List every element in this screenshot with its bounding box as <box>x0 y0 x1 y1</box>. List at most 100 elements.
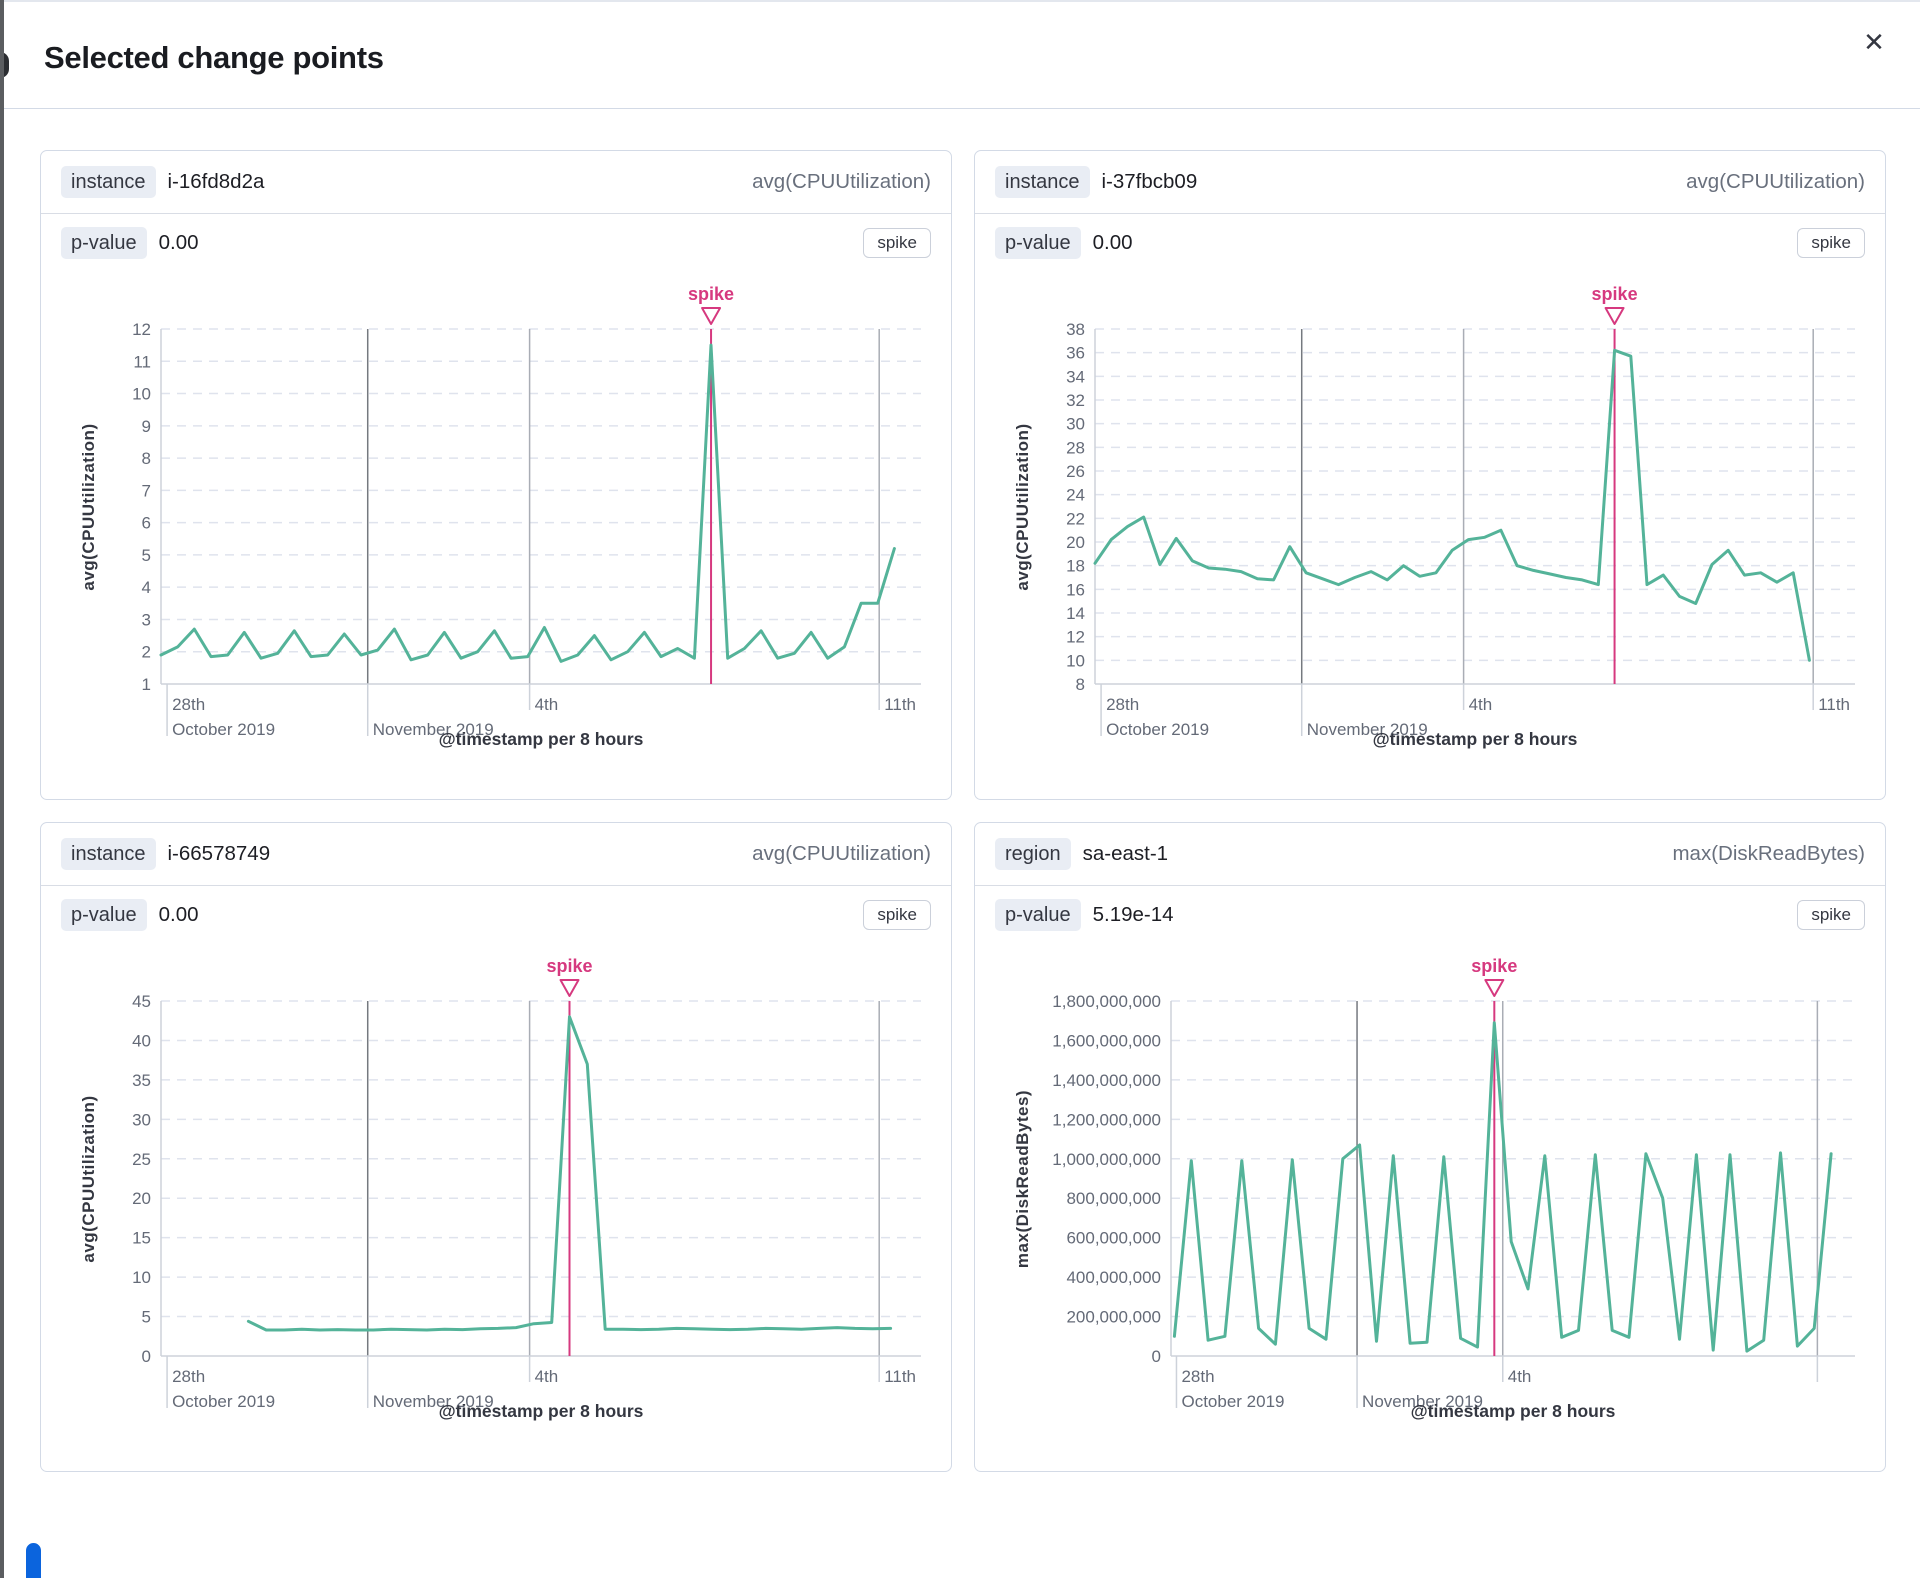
y-tick-label: 11 <box>133 352 151 371</box>
chart-area: avg(CPUUtilization) 0 5 10 15 20 25 30 35 40 45 28… <box>41 951 951 1451</box>
y-tick-label: 200,000,000 <box>1066 1308 1161 1327</box>
y-tick-label: 20 <box>1066 533 1085 552</box>
spike-annotation-label: spike <box>688 284 734 304</box>
card-header: instance i-37fbcb09 avg(CPUUtilization) <box>975 151 1885 214</box>
y-axis-title: avg(CPUUtilization) <box>79 1095 98 1263</box>
y-tick-label: 24 <box>1066 486 1085 505</box>
close-icon[interactable]: ✕ <box>1854 22 1894 62</box>
change-point-card: instance i-37fbcb09 avg(CPUUtilization) … <box>974 150 1886 800</box>
y-tick-label: 5 <box>142 546 151 565</box>
y-tick-label: 8 <box>1076 675 1085 694</box>
x-tick-label: 11th <box>884 695 916 714</box>
field-name-badge: instance <box>61 838 156 870</box>
change-point-card: region sa-east-1 max(DiskReadBytes) p-va… <box>974 822 1886 1472</box>
y-tick-label: 600,000,000 <box>1066 1229 1161 1248</box>
series-line <box>246 1015 893 1332</box>
y-tick-label: 25 <box>132 1150 151 1169</box>
series-line <box>1093 348 1811 662</box>
y-tick-label: 32 <box>1066 391 1085 410</box>
y-tick-label: 1,000,000,000 <box>1052 1150 1161 1169</box>
y-tick-label: 30 <box>132 1110 151 1129</box>
metric-label: avg(CPUUtilization) <box>752 842 931 865</box>
field-value: sa-east-1 <box>1082 842 1169 865</box>
x-tick-label: 28th <box>1106 695 1139 714</box>
flyout-header: Selected change points ✕ <box>0 2 1920 109</box>
x-tick-label: October 2019 <box>172 1392 275 1411</box>
y-tick-label: 14 <box>1066 604 1085 623</box>
x-tick-label: November 2019 <box>373 1392 494 1411</box>
metric-label: max(DiskReadBytes) <box>1672 842 1865 865</box>
x-tick-label: 4th <box>535 1367 559 1386</box>
pvalue-badge: p-value <box>995 227 1081 259</box>
background-icon-fragment <box>0 52 9 78</box>
pvalue-row: p-value 0.00 spike <box>41 886 951 937</box>
x-tick-label: 28th <box>1181 1367 1214 1386</box>
y-tick-label: 1,800,000,000 <box>1052 992 1161 1011</box>
card-header: instance i-66578749 avg(CPUUtilization) <box>41 823 951 886</box>
y-tick-label: 35 <box>132 1071 151 1090</box>
spike-marker-icon <box>701 307 722 325</box>
y-tick-label: 40 <box>132 1031 151 1050</box>
metric-label: avg(CPUUtilization) <box>752 170 931 193</box>
partial-primary-button[interactable] <box>26 1543 41 1578</box>
y-tick-label: 12 <box>1066 628 1085 647</box>
y-tick-label: 26 <box>1066 462 1085 481</box>
y-tick-label: 8 <box>142 449 151 468</box>
change-point-type-badge[interactable]: spike <box>863 228 931 258</box>
y-axis-title: avg(CPUUtilization) <box>79 423 98 591</box>
y-tick-label: 20 <box>132 1189 151 1208</box>
y-tick-label: 2 <box>142 643 151 662</box>
y-tick-label: 45 <box>132 992 151 1011</box>
y-tick-label: 10 <box>132 1268 151 1287</box>
y-axis-title: max(DiskReadBytes) <box>1013 1089 1032 1269</box>
pvalue-value: 5.19e-14 <box>1092 903 1174 926</box>
y-tick-label: 4 <box>142 578 151 597</box>
y-tick-label: 10 <box>132 385 151 404</box>
change-point-card: instance i-16fd8d2a avg(CPUUtilization) … <box>40 150 952 800</box>
x-tick-label: November 2019 <box>1362 1392 1483 1411</box>
y-tick-label: 5 <box>142 1308 151 1327</box>
y-tick-label: 22 <box>1066 509 1085 528</box>
field-value: i-66578749 <box>167 842 271 865</box>
card-header: instance i-16fd8d2a avg(CPUUtilization) <box>41 151 951 214</box>
x-tick-label: 28th <box>172 1367 205 1386</box>
spike-marker-icon <box>1484 979 1505 997</box>
x-tick-label: 11th <box>1818 695 1850 714</box>
pvalue-value: 0.00 <box>158 903 199 926</box>
y-tick-label: 36 <box>1066 344 1085 363</box>
y-tick-label: 16 <box>1066 580 1085 599</box>
x-tick-label: November 2019 <box>373 720 494 739</box>
x-axis-title: @timestamp per 8 hours <box>1411 1401 1616 1421</box>
y-tick-label: 6 <box>142 514 151 533</box>
chart-canvas[interactable]: 8 10 12 14 16 18 20 22 24 26 28 30 32 34 36 38 28th Octob… <box>1031 279 1861 749</box>
metric-label: avg(CPUUtilization) <box>1686 170 1865 193</box>
y-tick-label: 400,000,000 <box>1066 1268 1161 1287</box>
y-axis-title: avg(CPUUtilization) <box>1013 423 1032 591</box>
y-tick-label: 18 <box>1066 557 1085 576</box>
x-tick-label: November 2019 <box>1307 720 1428 739</box>
pvalue-badge: p-value <box>995 899 1081 931</box>
card-header: region sa-east-1 max(DiskReadBytes) <box>975 823 1885 886</box>
field-name-badge: instance <box>995 166 1090 198</box>
page-title: Selected change points <box>44 40 384 75</box>
x-tick-label: October 2019 <box>172 720 275 739</box>
chart-canvas[interactable]: 0 200,000,000 400,000,000 600,000,000 800,00… <box>1031 951 1861 1421</box>
chart-canvas[interactable]: 0 5 10 15 20 25 30 35 40 45 28th October 2019 Novemb… <box>97 951 927 1421</box>
spike-annotation-label: spike <box>1471 956 1517 976</box>
y-tick-label: 15 <box>132 1229 151 1248</box>
x-tick-label: October 2019 <box>1106 720 1209 739</box>
change-point-type-badge[interactable]: spike <box>1797 900 1865 930</box>
y-tick-label: 3 <box>142 610 151 629</box>
pvalue-badge: p-value <box>61 227 147 259</box>
series-line <box>159 343 896 663</box>
y-tick-label: 12 <box>132 320 151 339</box>
x-tick-label: 11th <box>884 1367 916 1386</box>
change-point-type-badge[interactable]: spike <box>1797 228 1865 258</box>
chart-area: avg(CPUUtilization) 1 2 3 4 5 6 7 8 9 10 11 12 28th O… <box>41 279 951 779</box>
background-page-edge <box>0 0 4 1578</box>
change-point-type-badge[interactable]: spike <box>863 900 931 930</box>
x-tick-label: 28th <box>172 695 205 714</box>
y-tick-label: 1 <box>142 675 151 694</box>
